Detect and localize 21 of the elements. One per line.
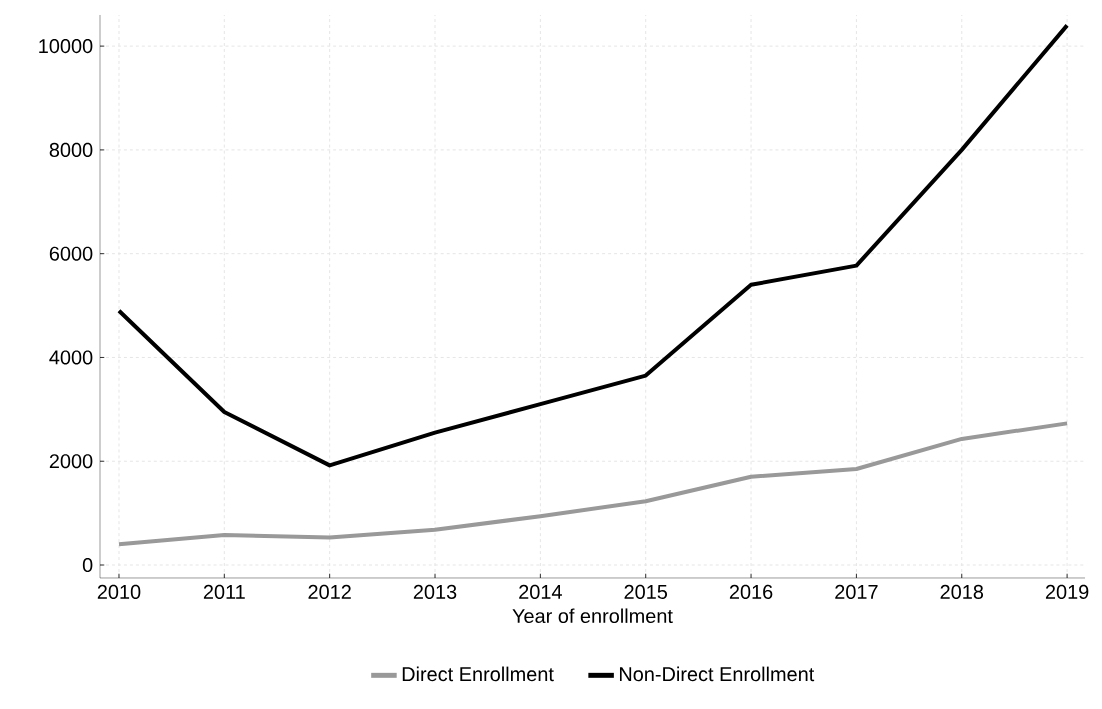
x-tick-label: 2016 [729,584,773,599]
x-axis-title: Year of enrollment [512,608,673,624]
y-tick-label: 0 [82,557,93,573]
y-tick-label: 6000 [49,246,93,261]
x-tick-label: 2019 [1045,584,1089,599]
y-tick-label: 4000 [49,350,93,365]
legend-label: Non-Direct Enrollment [619,666,815,682]
y-tick-label: 10000 [39,39,93,54]
x-tick-label: 2011 [203,584,245,599]
y-tick-label: 8000 [49,142,93,157]
x-tick-label: 2010 [97,584,141,599]
x-tick-label: 2017 [835,584,878,599]
line-series [116,421,1070,547]
legend-label: Direct Enrollment [402,666,554,682]
line-series [116,23,1070,468]
x-tick-label: 2014 [519,584,562,599]
x-tick-label: 2012 [308,584,351,599]
x-tick-label: 2013 [413,584,457,599]
x-tick-label: 2018 [940,584,984,599]
y-tick-label: 2000 [49,454,93,469]
x-tick-label: 2015 [624,584,668,599]
